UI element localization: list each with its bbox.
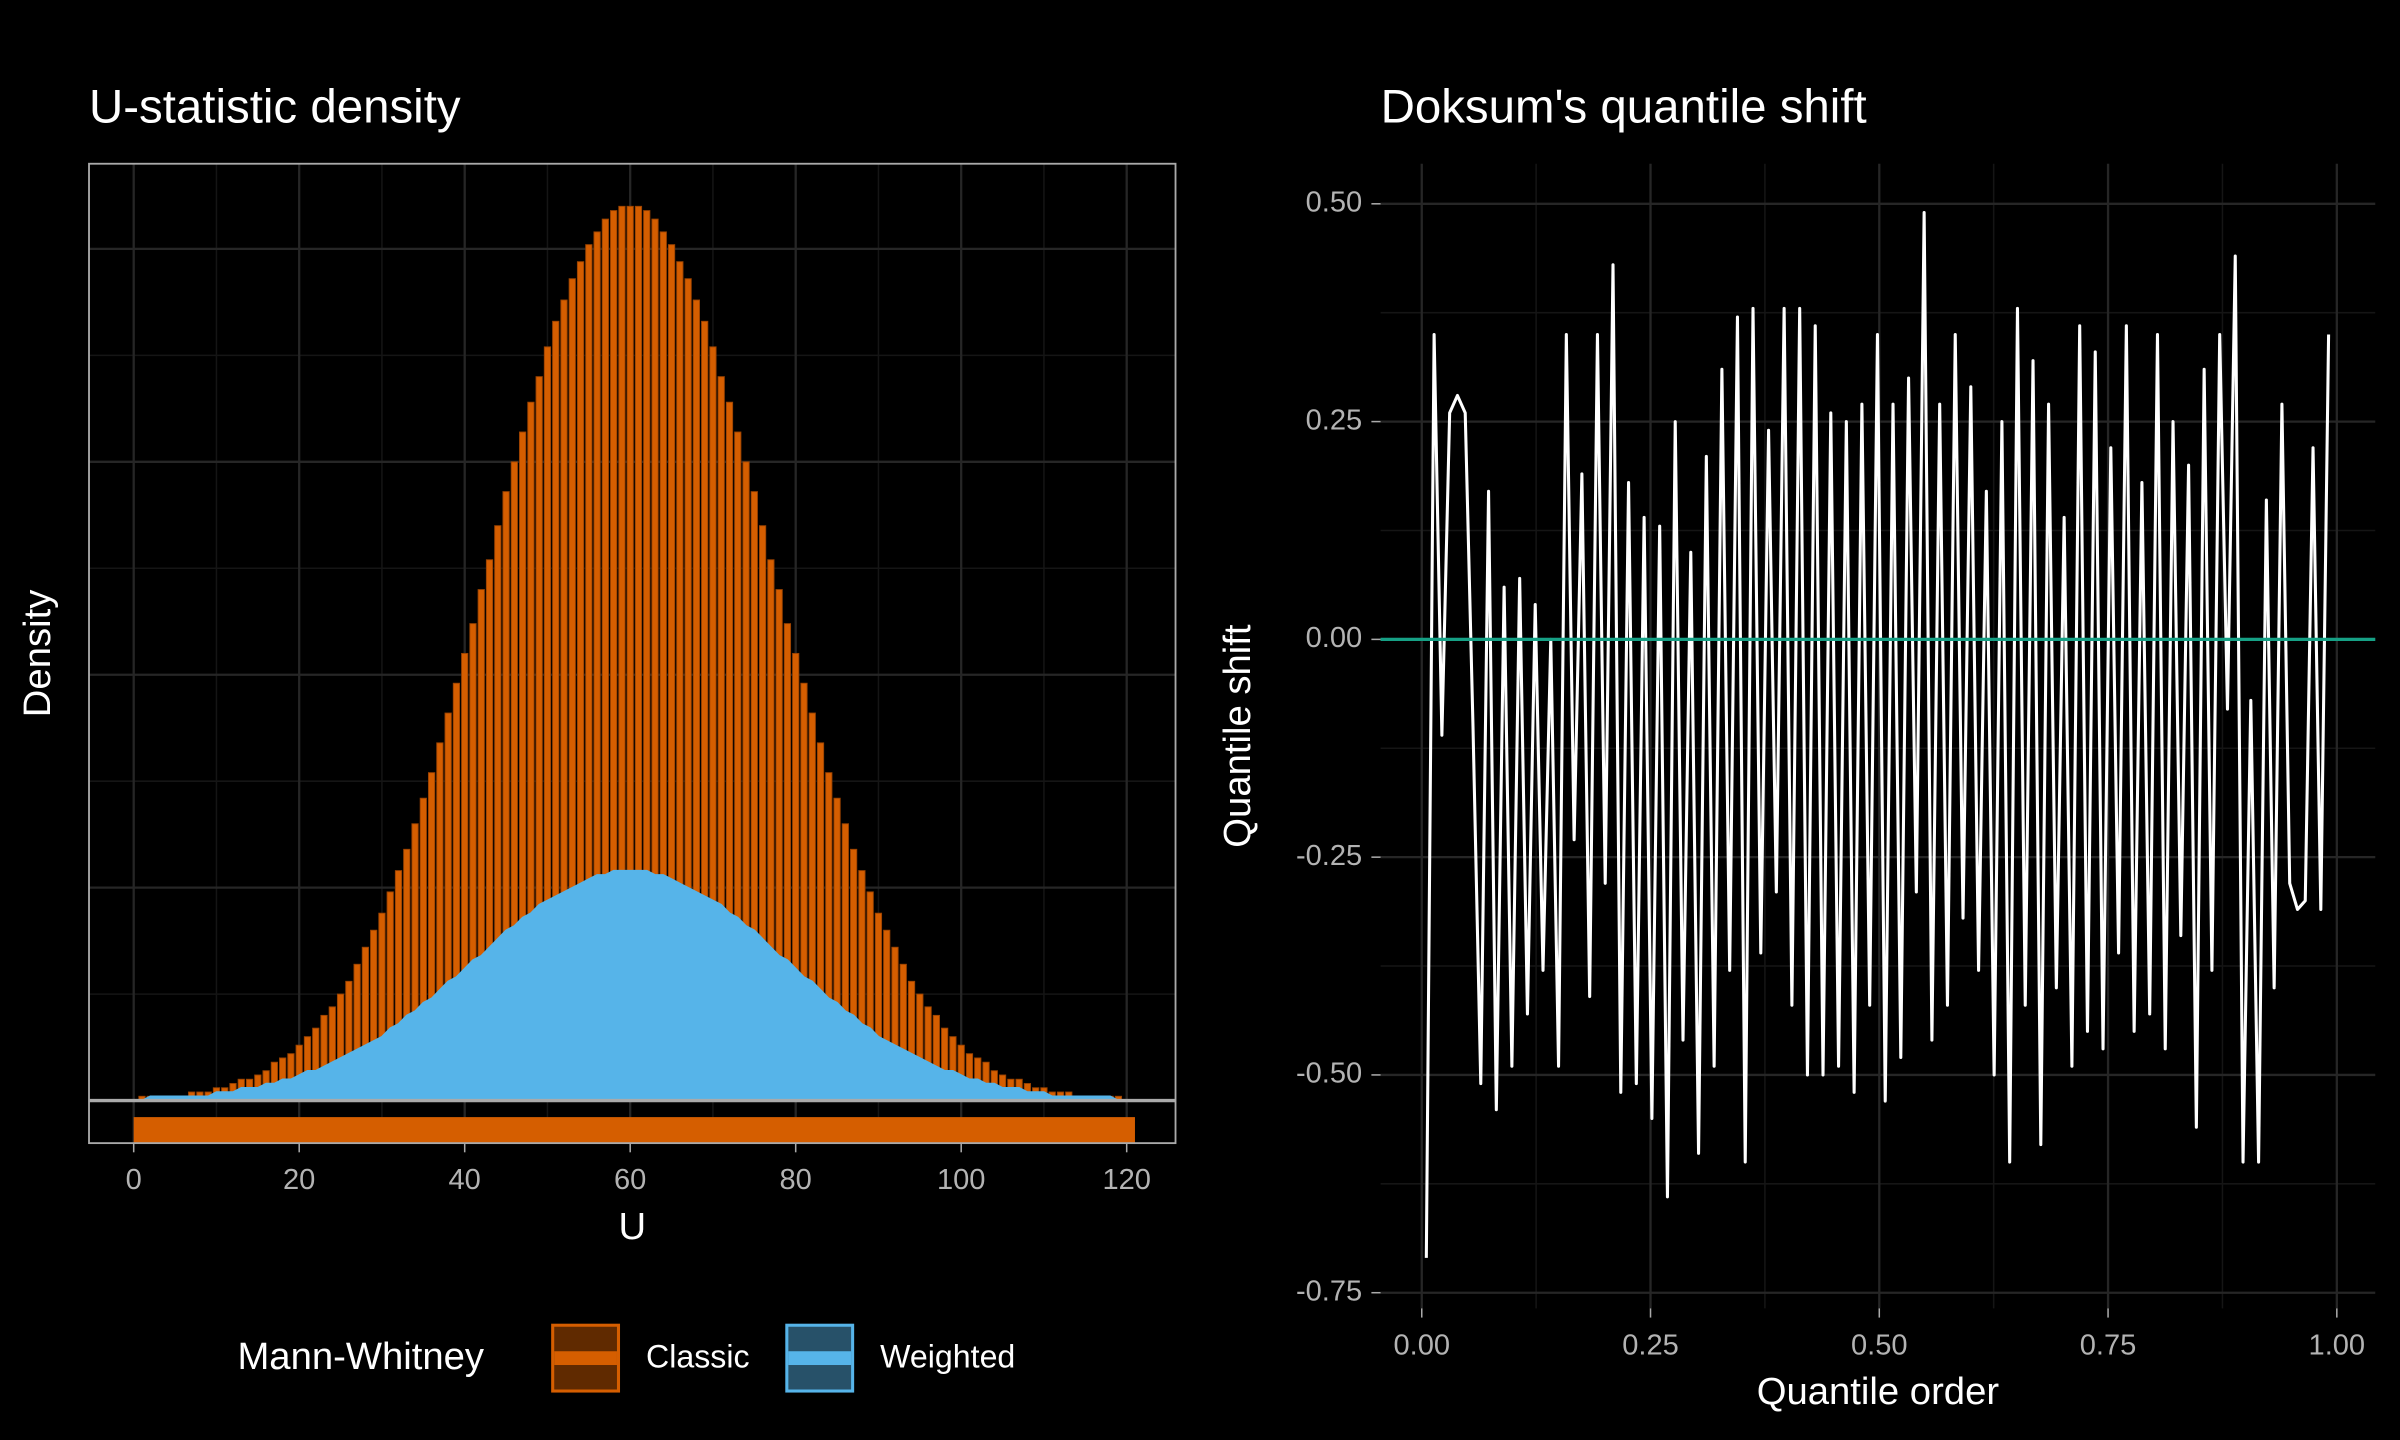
y-tick-label: 0.00 xyxy=(1306,622,1363,654)
chart-title: Doksum's quantile shift xyxy=(1381,81,1867,134)
area xyxy=(133,869,1127,1102)
legend-label: Classic xyxy=(646,1338,750,1374)
legend-item: Weighted xyxy=(785,1323,1015,1393)
y-tick-label: -0.50 xyxy=(1296,1058,1362,1090)
x-tick-label: 0.75 xyxy=(2080,1329,2137,1361)
x-axis-title: Quantile order xyxy=(1757,1370,2000,1413)
y-axis-title: Quantile shift xyxy=(1216,624,1259,848)
x-axis-title: U xyxy=(618,1205,646,1248)
x-tick-label: 80 xyxy=(780,1164,812,1196)
x-tick-label: 1.00 xyxy=(2309,1329,2366,1361)
x-tick-label: 0.50 xyxy=(1851,1329,1908,1361)
rug-band xyxy=(133,1117,1135,1144)
x-tick-label: 0.00 xyxy=(1393,1329,1450,1361)
legend-title: Mann-Whitney xyxy=(237,1335,484,1378)
legend-item: Classic xyxy=(551,1323,750,1393)
y-tick-label: 0.25 xyxy=(1306,404,1363,436)
legend-key-stripe xyxy=(554,1351,617,1366)
x-tick-label: 0 xyxy=(126,1164,142,1196)
x-tick-label: 100 xyxy=(937,1164,986,1196)
line xyxy=(1424,210,2331,1258)
x-tick-label: 0.25 xyxy=(1622,1329,1679,1361)
legend-key-stripe xyxy=(788,1351,852,1366)
y-axis-title: Density xyxy=(16,589,59,717)
x-tick-label: 60 xyxy=(614,1164,646,1196)
x-tick-label: 20 xyxy=(283,1164,315,1196)
legend-label: Weighted xyxy=(880,1338,1015,1374)
y-tick-label: -0.25 xyxy=(1296,840,1362,872)
x-tick-label: 40 xyxy=(449,1164,481,1196)
x-tick-label: 120 xyxy=(1102,1164,1151,1196)
y-tick-label: -0.75 xyxy=(1296,1275,1362,1307)
panel-border xyxy=(88,162,1177,1145)
y-tick-label: 0.50 xyxy=(1306,186,1363,218)
chart-title: U-statistic density xyxy=(89,81,461,134)
